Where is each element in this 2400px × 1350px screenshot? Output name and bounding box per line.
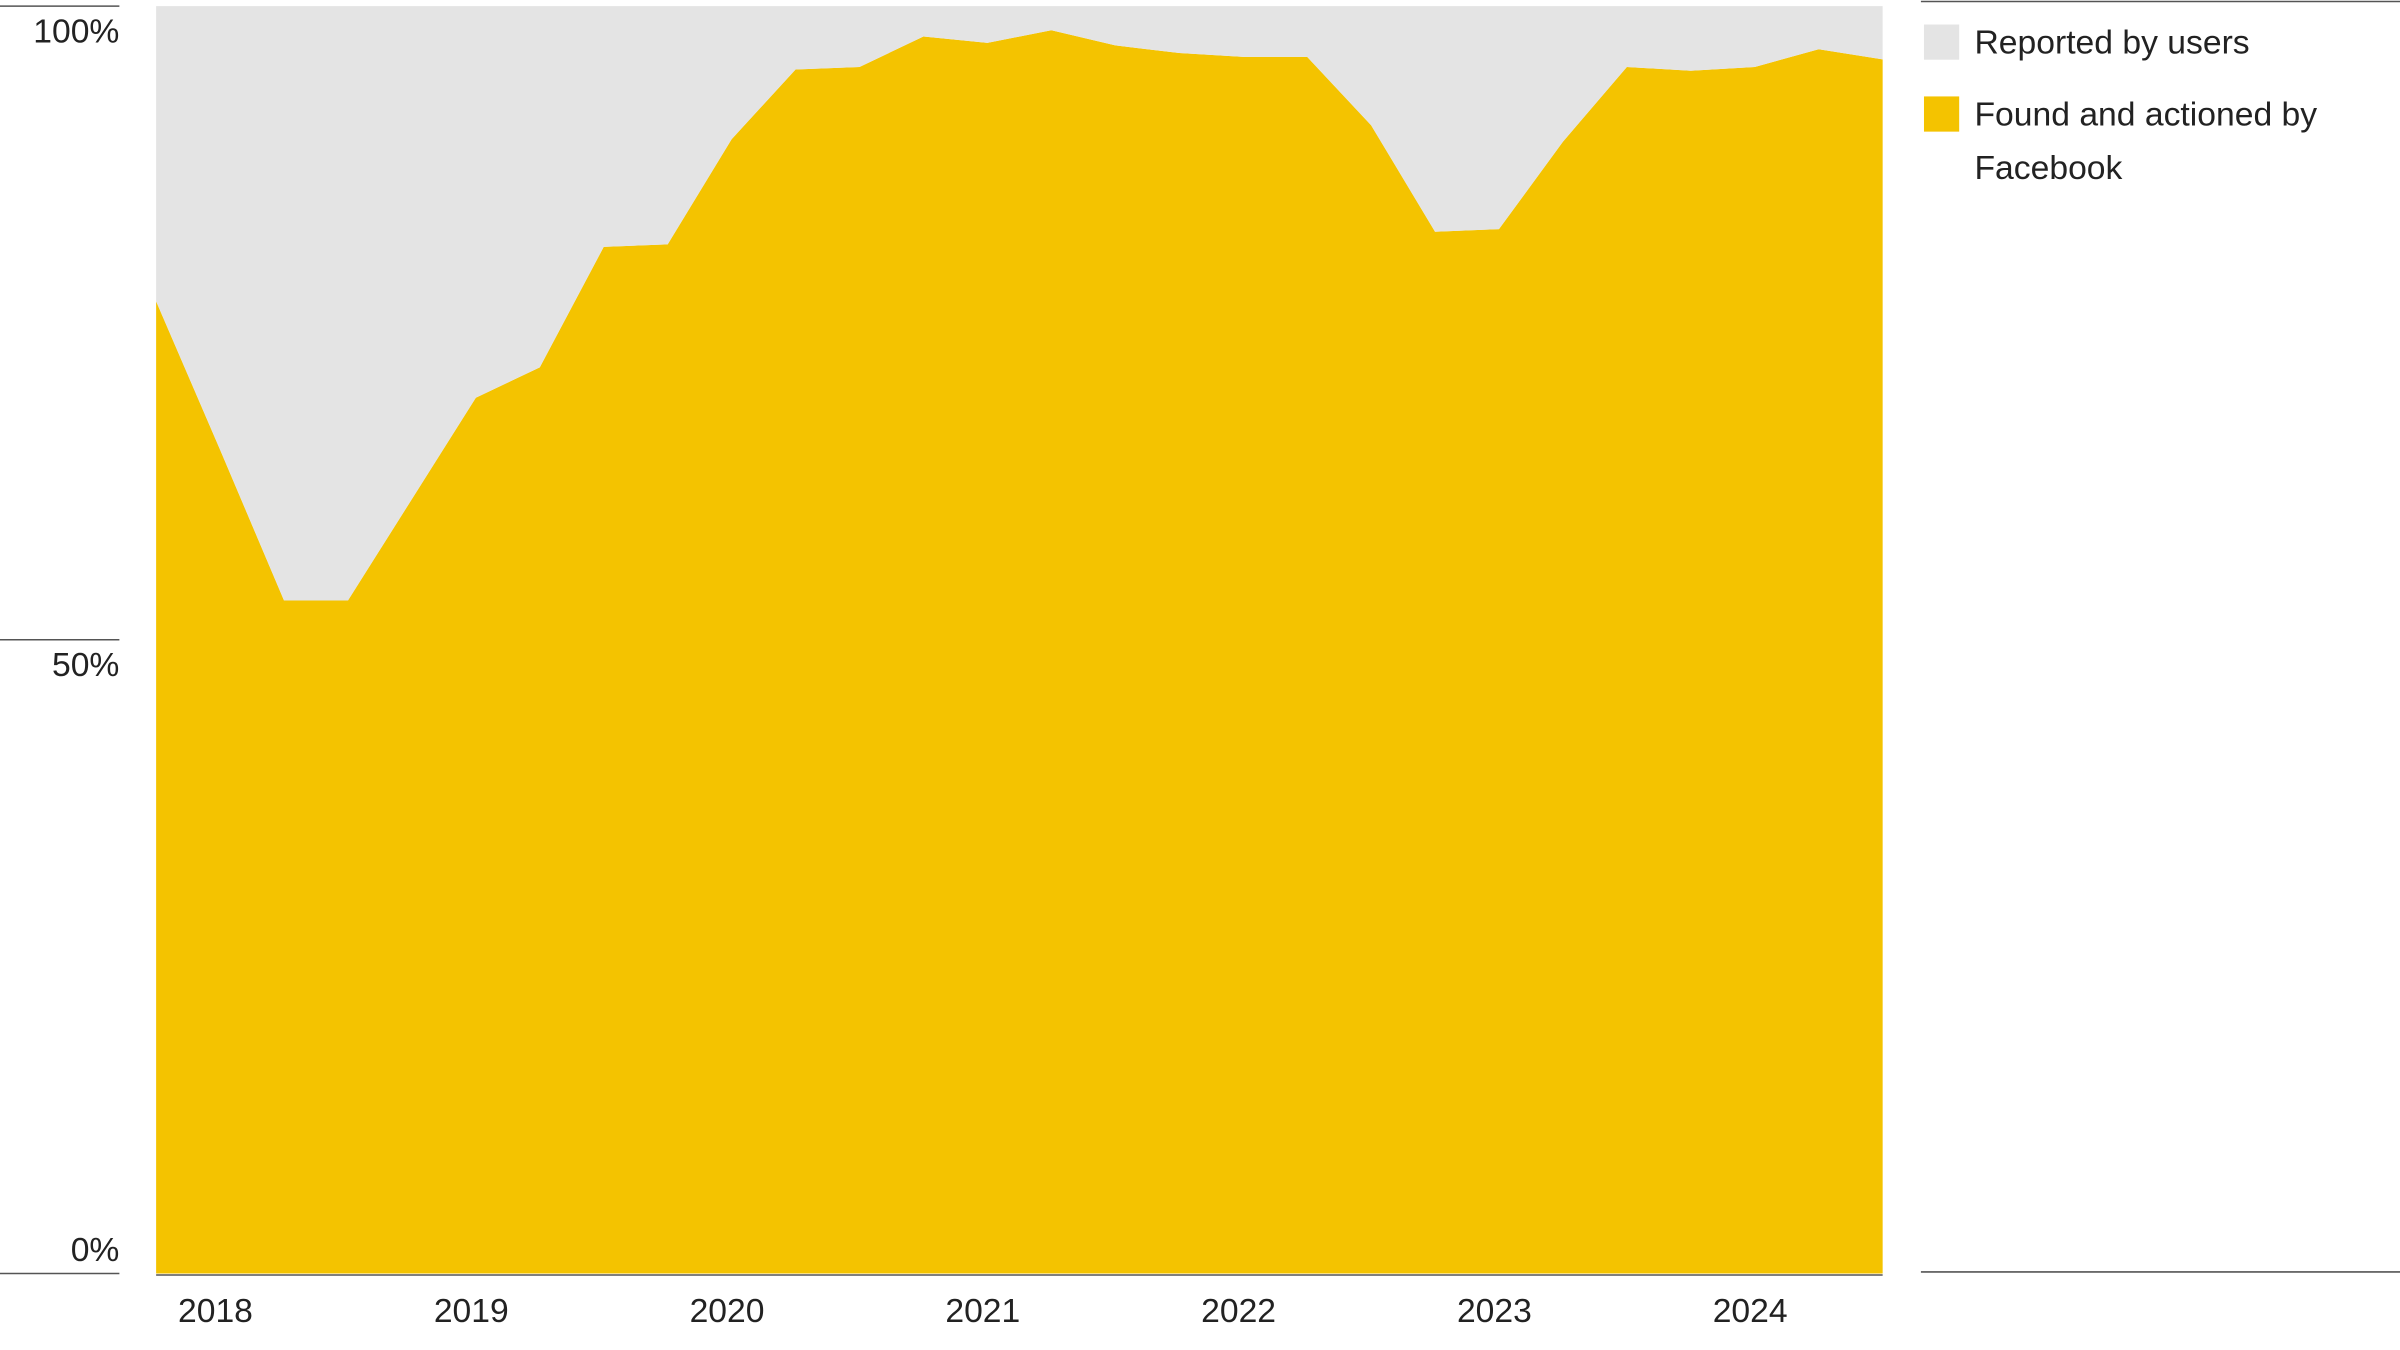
x-tick-label: 2024 bbox=[1713, 1293, 1788, 1330]
x-tick-label: 2021 bbox=[945, 1293, 1020, 1330]
area bbox=[156, 6, 1883, 601]
x-tick-label: 2020 bbox=[690, 1293, 765, 1330]
x-tick-label: 2023 bbox=[1457, 1293, 1532, 1330]
legend-item: Found and actioned by Facebook bbox=[1974, 94, 2318, 187]
legend-item: Reported by users bbox=[1974, 22, 2250, 62]
y-tick-label: 0% bbox=[71, 1232, 120, 1269]
x-tick-label: 2019 bbox=[434, 1293, 509, 1330]
legend-label: Reported by users bbox=[1974, 22, 2250, 62]
y-tick-label: 100% bbox=[33, 14, 119, 51]
x-tick-label: 2018 bbox=[178, 1293, 253, 1330]
x-tick-label: 2022 bbox=[1201, 1293, 1276, 1330]
legend-label: Found and actioned by Facebook bbox=[1974, 94, 2318, 187]
y-tick-label: 50% bbox=[52, 647, 119, 684]
legend-swatch bbox=[1923, 96, 1960, 132]
area bbox=[156, 30, 1883, 1274]
legend-swatch bbox=[1923, 24, 1960, 60]
